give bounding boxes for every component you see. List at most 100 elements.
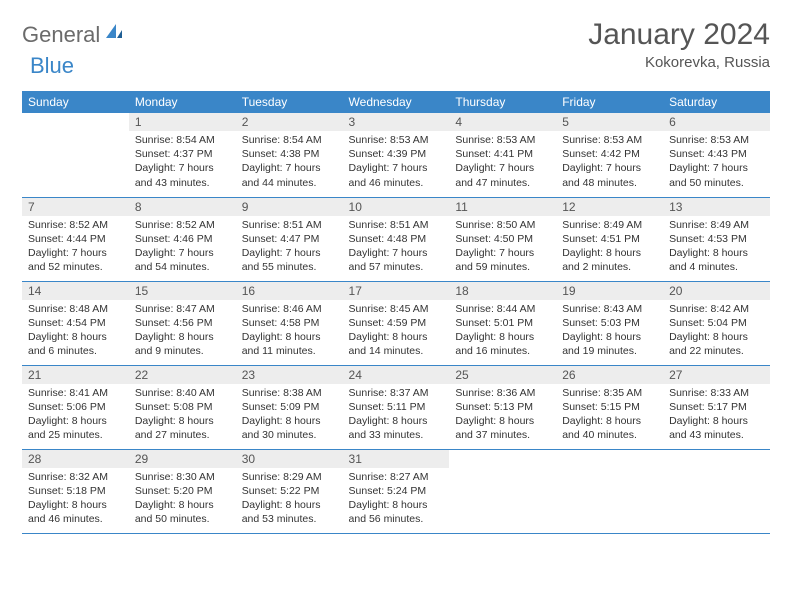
sail-icon <box>104 22 124 48</box>
day-number: 11 <box>449 198 556 216</box>
calendar-day-cell: 26Sunrise: 8:35 AMSunset: 5:15 PMDayligh… <box>556 365 663 449</box>
daylight-text: Daylight: 7 hours and 44 minutes. <box>242 161 337 189</box>
day-sun-info: Sunrise: 8:38 AMSunset: 5:09 PMDaylight:… <box>236 384 343 447</box>
day-sun-info: Sunrise: 8:36 AMSunset: 5:13 PMDaylight:… <box>449 384 556 447</box>
sunset-text: Sunset: 4:54 PM <box>28 316 123 330</box>
weekday-header: Friday <box>556 91 663 113</box>
day-number: 27 <box>663 366 770 384</box>
sunrise-text: Sunrise: 8:54 AM <box>242 133 337 147</box>
calendar-week-row: 7Sunrise: 8:52 AMSunset: 4:44 PMDaylight… <box>22 197 770 281</box>
day-sun-info: Sunrise: 8:27 AMSunset: 5:24 PMDaylight:… <box>343 468 450 531</box>
calendar-day-cell: 31Sunrise: 8:27 AMSunset: 5:24 PMDayligh… <box>343 449 450 533</box>
daylight-text: Daylight: 8 hours and 30 minutes. <box>242 414 337 442</box>
brand-word-1: General <box>22 22 100 48</box>
day-sun-info: Sunrise: 8:42 AMSunset: 5:04 PMDaylight:… <box>663 300 770 363</box>
day-number: 9 <box>236 198 343 216</box>
daylight-text: Daylight: 7 hours and 54 minutes. <box>135 246 230 274</box>
sunset-text: Sunset: 5:24 PM <box>349 484 444 498</box>
month-title: January 2024 <box>588 18 770 52</box>
day-sun-info: Sunrise: 8:49 AMSunset: 4:53 PMDaylight:… <box>663 216 770 279</box>
day-sun-info: Sunrise: 8:47 AMSunset: 4:56 PMDaylight:… <box>129 300 236 363</box>
weekday-header: Sunday <box>22 91 129 113</box>
day-number: 8 <box>129 198 236 216</box>
weekday-header: Thursday <box>449 91 556 113</box>
calendar-day-cell: 29Sunrise: 8:30 AMSunset: 5:20 PMDayligh… <box>129 449 236 533</box>
calendar-day-cell: 12 Sunrise: 8:49 AMSunset: 4:51 PMDayligh… <box>556 197 663 281</box>
daylight-text: Daylight: 8 hours and 16 minutes. <box>455 330 550 358</box>
sunset-text: Sunset: 5:04 PM <box>669 316 764 330</box>
sunset-text: Sunset: 4:46 PM <box>135 232 230 246</box>
day-sun-info: Sunrise: 8:41 AMSunset: 5:06 PMDaylight:… <box>22 384 129 447</box>
sunset-text: Sunset: 4:59 PM <box>349 316 444 330</box>
sunrise-text: Sunrise: 8:51 AM <box>349 218 444 232</box>
sunrise-text: Sunrise: 8:49 AM <box>562 218 657 232</box>
day-number: 7 <box>22 198 129 216</box>
calendar-day-cell: 4Sunrise: 8:53 AMSunset: 4:41 PMDaylight… <box>449 113 556 197</box>
calendar-week-row: 21Sunrise: 8:41 AMSunset: 5:06 PMDayligh… <box>22 365 770 449</box>
daylight-text: Daylight: 8 hours and 53 minutes. <box>242 498 337 526</box>
calendar-day-cell: 24Sunrise: 8:37 AMSunset: 5:11 PMDayligh… <box>343 365 450 449</box>
sunrise-text: Sunrise: 8:52 AM <box>135 218 230 232</box>
daylight-text: Daylight: 8 hours and 22 minutes. <box>669 330 764 358</box>
day-sun-info: Sunrise: 8:51 AMSunset: 4:47 PMDaylight:… <box>236 216 343 279</box>
day-number: 1 <box>129 113 236 131</box>
day-sun-info <box>449 454 556 460</box>
day-sun-info: Sunrise: 8:52 AMSunset: 4:44 PMDaylight:… <box>22 216 129 279</box>
day-number: 20 <box>663 282 770 300</box>
calendar-day-cell: 27Sunrise: 8:33 AMSunset: 5:17 PMDayligh… <box>663 365 770 449</box>
sunrise-text: Sunrise: 8:53 AM <box>669 133 764 147</box>
calendar-week-row: 14 Sunrise: 8:48 AMSunset: 4:54 PM Dayligh… <box>22 281 770 365</box>
day-number: 21 <box>22 366 129 384</box>
sunset-text: Sunset: 5:13 PM <box>455 400 550 414</box>
calendar-day-cell: 25Sunrise: 8:36 AMSunset: 5:13 PMDayligh… <box>449 365 556 449</box>
sunset-text: Sunset: 4:50 PM <box>455 232 550 246</box>
calendar-day-cell: 15Sunrise: 8:47 AMSunset: 4:56 PMDayligh… <box>129 281 236 365</box>
day-sun-info: Sunrise: 8:54 AMSunset: 4:38 PMDaylight:… <box>236 131 343 194</box>
daylight-text: Daylight: 8 hours and 4 minutes. <box>669 246 764 274</box>
calendar-day-cell: 3Sunrise: 8:53 AMSunset: 4:39 PMDaylight… <box>343 113 450 197</box>
sunrise-text: Sunrise: 8:42 AM <box>669 302 764 316</box>
day-number: 31 <box>343 450 450 468</box>
sunset-text: Sunset: 5:01 PM <box>455 316 550 330</box>
sunset-text: Sunset: 4:51 PM <box>562 232 657 246</box>
daylight-text: Daylight: 8 hours and 50 minutes. <box>135 498 230 526</box>
calendar-day-cell: 30Sunrise: 8:29 AMSunset: 5:22 PMDayligh… <box>236 449 343 533</box>
sunrise-text: Sunrise: 8:50 AM <box>455 218 550 232</box>
sunset-text: Sunset: 5:08 PM <box>135 400 230 414</box>
day-sun-info: Sunrise: 8:54 AMSunset: 4:37 PMDaylight:… <box>129 131 236 194</box>
day-sun-info: Sunrise: 8:53 AMSunset: 4:39 PMDaylight:… <box>343 131 450 194</box>
day-sun-info: Sunrise: 8:53 AMSunset: 4:42 PMDaylight:… <box>556 131 663 194</box>
calendar-day-cell: 17Sunrise: 8:45 AMSunset: 4:59 PMDayligh… <box>343 281 450 365</box>
sunset-text: Sunset: 5:20 PM <box>135 484 230 498</box>
sunrise-text: Sunrise: 8:48 AM <box>28 302 123 316</box>
daylight-text: Daylight: 8 hours and 37 minutes. <box>455 414 550 442</box>
daylight-text: Daylight: 8 hours and 9 minutes. <box>135 330 230 358</box>
daylight-text: Daylight: 8 hours and 25 minutes. <box>28 414 123 442</box>
day-number: 29 <box>129 450 236 468</box>
day-sun-info: Sunrise: 8:43 AMSunset: 5:03 PMDaylight:… <box>556 300 663 363</box>
day-sun-info: Sunrise: 8:51 AMSunset: 4:48 PMDaylight:… <box>343 216 450 279</box>
sunrise-text: Sunrise: 8:38 AM <box>242 386 337 400</box>
daylight-text: Daylight: 8 hours and 56 minutes. <box>349 498 444 526</box>
day-sun-info: Sunrise: 8:30 AMSunset: 5:20 PMDaylight:… <box>129 468 236 531</box>
day-number: 12 <box>556 198 663 216</box>
calendar-day-cell: 22Sunrise: 8:40 AMSunset: 5:08 PMDayligh… <box>129 365 236 449</box>
calendar-day-cell: 18Sunrise: 8:44 AMSunset: 5:01 PMDayligh… <box>449 281 556 365</box>
daylight-text: Daylight: 8 hours and 14 minutes. <box>349 330 444 358</box>
day-number: 14 <box>22 282 129 300</box>
day-sun-info <box>663 454 770 460</box>
calendar-day-cell: 23Sunrise: 8:38 AMSunset: 5:09 PMDayligh… <box>236 365 343 449</box>
daylight-text: Daylight: 8 hours and 2 minutes. <box>562 246 657 274</box>
day-number: 10 <box>343 198 450 216</box>
daylight-text: Daylight: 8 hours and 33 minutes. <box>349 414 444 442</box>
title-block: January 2024 Kokorevka, Russia <box>588 18 770 71</box>
day-sun-info: Sunrise: 8:45 AMSunset: 4:59 PMDaylight:… <box>343 300 450 363</box>
daylight-text: Daylight: 8 hours and 46 minutes. <box>28 498 123 526</box>
calendar-day-cell: 5Sunrise: 8:53 AMSunset: 4:42 PMDaylight… <box>556 113 663 197</box>
sunrise-text: Sunrise: 8:46 AM <box>242 302 337 316</box>
weekday-header: Saturday <box>663 91 770 113</box>
day-number: 24 <box>343 366 450 384</box>
weekday-header-row: Sunday Monday Tuesday Wednesday Thursday… <box>22 91 770 113</box>
sunrise-text: Sunrise: 8:53 AM <box>349 133 444 147</box>
daylight-text: Daylight: 8 hours and 43 minutes. <box>669 414 764 442</box>
